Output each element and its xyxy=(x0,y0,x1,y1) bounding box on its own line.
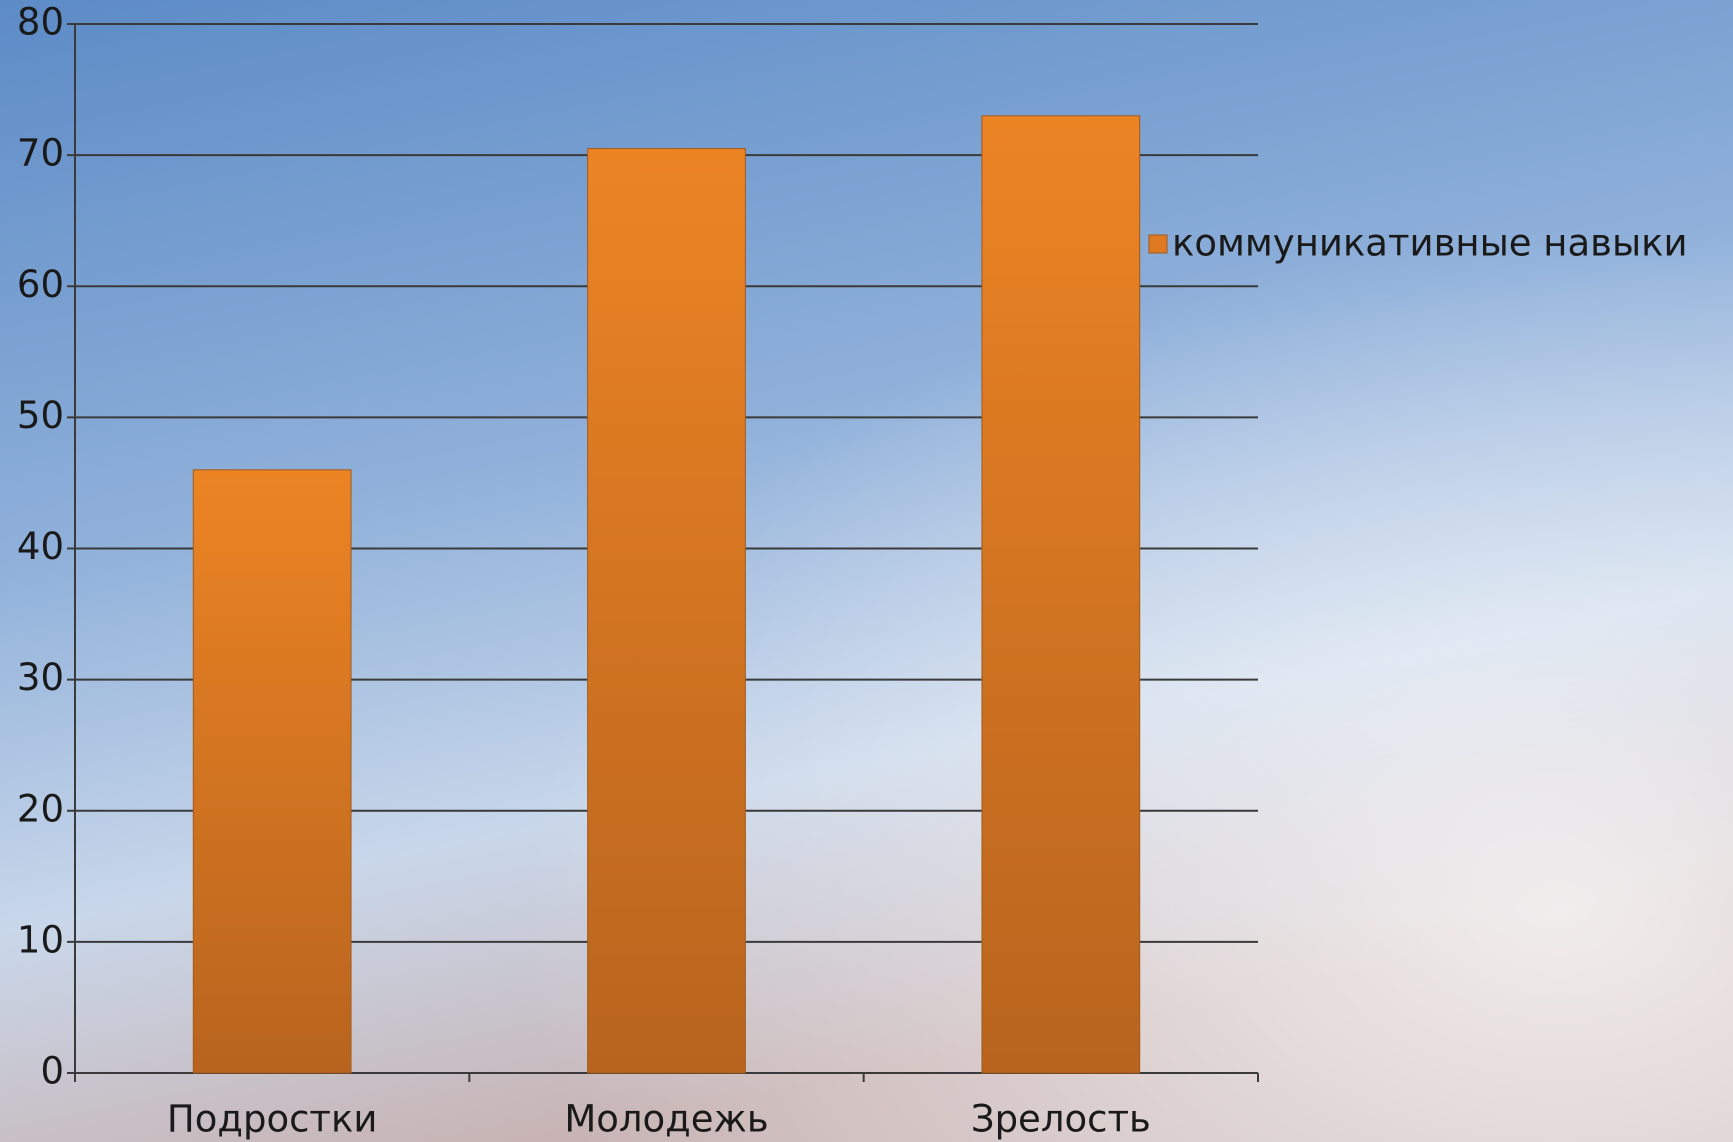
y-tick-label: 0 xyxy=(40,1050,64,1093)
legend-label: коммуникативные навыки xyxy=(1172,222,1688,265)
y-tick-label: 10 xyxy=(17,918,64,961)
x-tick-label: Молодежь xyxy=(564,1098,768,1141)
y-tick-label: 30 xyxy=(17,656,64,699)
chart: 0 10 20 30 40 50 60 70 80 Подростки Молодежь Зрелос… xyxy=(0,0,1733,1142)
bar xyxy=(193,470,351,1073)
y-tick-label: 50 xyxy=(17,394,64,437)
bar xyxy=(588,149,746,1073)
y-tick-label: 80 xyxy=(17,1,64,44)
y-tick-label: 60 xyxy=(17,263,64,306)
y-tick-label: 40 xyxy=(17,525,64,568)
page: {"chart_data": {"type": "bar", "categori… xyxy=(0,0,1733,1142)
x-tick-label: Зрелость xyxy=(971,1098,1151,1141)
y-tick-label: 20 xyxy=(17,787,64,830)
bar xyxy=(982,116,1140,1073)
y-tick-label: 70 xyxy=(17,132,64,175)
x-tick-label: Подростки xyxy=(167,1098,377,1141)
legend-swatch xyxy=(1149,235,1167,253)
